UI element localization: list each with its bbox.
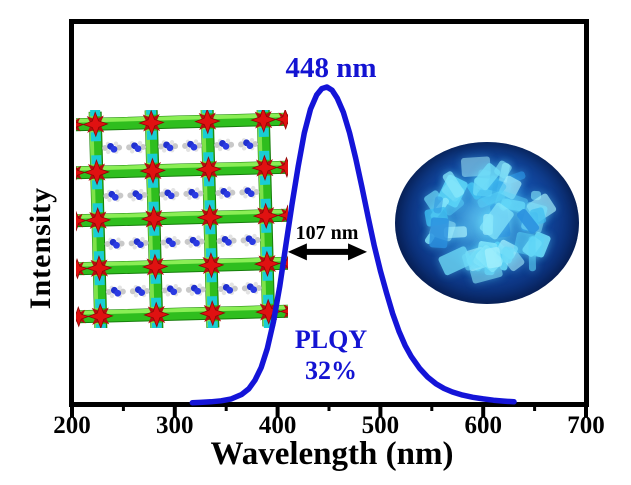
peak-wavelength-label: 448 nm bbox=[285, 52, 377, 84]
x-tick-label: 300 bbox=[156, 412, 194, 439]
plqy-value: 32% bbox=[305, 356, 357, 385]
y-axis-label: Intensity bbox=[24, 186, 57, 310]
x-tick-label: 500 bbox=[361, 412, 400, 439]
fwhm-label: 107 nm bbox=[295, 222, 359, 244]
x-axis-label: Wavelength (nm) bbox=[210, 436, 454, 472]
plqy-title: PLQY bbox=[294, 325, 368, 354]
crystal-shard bbox=[429, 217, 450, 249]
crystal-structure-inset bbox=[76, 110, 288, 328]
x-tick-label: 700 bbox=[567, 412, 605, 439]
uv-glowing-crystals-photo bbox=[395, 142, 579, 304]
x-tick-label: 200 bbox=[53, 412, 91, 439]
x-tick-label: 600 bbox=[464, 412, 502, 439]
x-tick-label: 400 bbox=[258, 412, 297, 439]
